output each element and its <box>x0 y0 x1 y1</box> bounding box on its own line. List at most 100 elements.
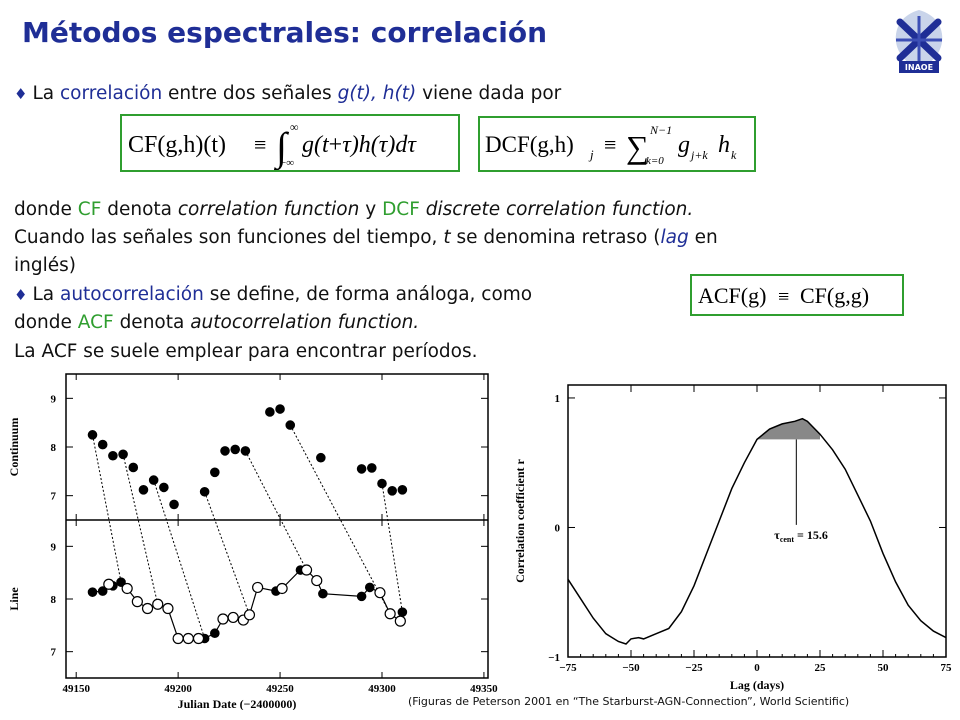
line-point-filled <box>364 582 375 593</box>
figure-caption: (Figuras de Peterson 2001 en “The Starbu… <box>408 695 850 708</box>
continuum-point-filled <box>285 420 296 430</box>
continuum-point-filled <box>118 449 128 460</box>
term-cf: CF <box>77 199 102 220</box>
ccf-x-tick-label: 0 <box>754 662 760 674</box>
line-point-open <box>217 613 229 625</box>
ccf-peak-shade <box>757 418 820 440</box>
continuum-point-filled <box>148 475 159 485</box>
ccf-x-tick-label: 50 <box>878 662 890 674</box>
svg-text:≡: ≡ <box>778 286 789 308</box>
acf-equation: ACF(g) ≡ CF(g,g) <box>698 283 869 308</box>
line-point-filled <box>356 591 367 602</box>
line-point-filled <box>210 628 220 639</box>
lc-y-tick-label: 9 <box>51 393 57 405</box>
lag-dotted-line <box>153 479 206 639</box>
continuum-point-filled <box>159 482 169 493</box>
lag-dotted-line <box>92 434 122 583</box>
line-point-open <box>141 602 154 615</box>
inaoe-logo: INAOE <box>895 10 943 73</box>
term-lag: lag <box>660 227 689 248</box>
lag-dotted-line <box>122 454 159 605</box>
line-point-open <box>311 574 323 587</box>
cf-definition-line: donde CF denota correlation function y D… <box>14 199 694 220</box>
ccf-chart: −75 −50 −25 0 25 50 75 Lag (days) −1 0 1 Correlatio… <box>513 384 953 692</box>
continuum-point-filled <box>356 464 367 474</box>
term-dcf: DCF <box>382 199 420 220</box>
svg-text:CF(g,g): CF(g,g) <box>800 283 869 308</box>
continuum-point-filled <box>240 446 251 456</box>
svg-text:≡: ≡ <box>604 132 616 157</box>
continuum-point-filled <box>199 486 210 497</box>
lc-y-tick-label: 8 <box>51 594 57 606</box>
line-point-open <box>192 632 205 645</box>
continuum-point-filled <box>87 430 98 440</box>
line-point-filled <box>116 577 126 587</box>
ingles-line: inglés) <box>14 255 76 276</box>
centroid-label: τcent = 15.6 <box>774 528 828 544</box>
ccf-curve-line <box>567 417 947 645</box>
line-point-filled <box>318 588 328 599</box>
line-point-open <box>121 582 133 595</box>
line-point-open <box>152 598 164 610</box>
svg-text:DCF(g,h): DCF(g,h) <box>485 132 574 157</box>
line-point-filled <box>87 587 98 597</box>
bullet-diamond-icon: ♦ <box>14 85 28 103</box>
svg-text:k: k <box>731 148 737 162</box>
line-point-open <box>172 632 184 645</box>
svg-text:−∞: −∞ <box>280 157 294 169</box>
term-acf: ACF <box>77 312 114 333</box>
line-point-open <box>252 581 264 594</box>
lag-dotted-line <box>289 424 391 614</box>
lc-plot-frame <box>65 373 489 679</box>
cf-equation: CF(g,h)(t) ≡ ∫ ∞ −∞ g(t+τ)h(τ)dτ <box>128 120 417 170</box>
periods-line: La ACF se suele emplear para encontrar p… <box>14 341 478 362</box>
ccf-x-tick-label: −75 <box>559 662 577 674</box>
dcf-equation-box: DCF(g,h) j ≡ ∑ N−1 k=0 g j+k h k <box>478 116 756 172</box>
line-point-open <box>227 611 239 624</box>
ccf-y-axis-label: Correlation coefficient r <box>513 458 527 582</box>
continuum-point-filled <box>275 404 285 414</box>
ccf-y-tick-label: 1 <box>555 393 561 405</box>
continuum-point-filled <box>210 467 220 478</box>
continuum-point-filled <box>366 463 377 473</box>
svg-text:g: g <box>678 132 690 158</box>
svg-text:ACF(g): ACF(g) <box>698 283 766 308</box>
line-point-open <box>384 608 396 620</box>
cf-equation-box: CF(g,h)(t) ≡ ∫ ∞ −∞ g(t+τ)h(τ)dτ <box>120 114 460 172</box>
lc-y-tick-label: 8 <box>51 442 57 454</box>
continuum-point-filled <box>316 452 326 463</box>
continuum-point-filled <box>169 499 179 510</box>
continuum-point-filled <box>108 450 118 461</box>
line-point-open <box>374 587 386 599</box>
svg-text:∞: ∞ <box>290 120 299 134</box>
svg-text:h: h <box>718 132 730 158</box>
ccf-x-axis-label: Lag (days) <box>730 678 784 692</box>
ccf-x-tick-label: −25 <box>685 662 703 674</box>
lc-y-tick-label: 7 <box>51 647 57 659</box>
line-point-open <box>394 615 406 627</box>
continuum-point-filled <box>128 462 139 473</box>
line-point-open <box>182 632 194 645</box>
acf-equation-box: ACF(g) ≡ CF(g,g) <box>690 274 904 316</box>
svg-text:j: j <box>588 147 594 162</box>
page-title: Métodos espectrales: correlación <box>22 16 548 49</box>
lc-x-axis-label: Julian Date (−2400000) <box>178 697 297 710</box>
lc-y-axis-label: Line <box>7 587 21 611</box>
lc-x-tick-label: 49350 <box>470 683 498 695</box>
svg-text:∑: ∑ <box>626 129 649 165</box>
continuum-point-filled <box>230 444 241 455</box>
lag-line: Cuando las señales son funciones del tie… <box>14 227 718 248</box>
logo-text: INAOE <box>905 63 933 72</box>
lc-y-tick-label: 9 <box>51 541 57 553</box>
continuum-point-filled <box>387 486 397 496</box>
intro-line: ♦ La correlación entre dos señales g(t), … <box>14 83 562 104</box>
lag-dotted-line <box>204 491 250 615</box>
line-point-filled <box>97 586 108 596</box>
svg-text:g(t+τ)h(τ)dτ: g(t+τ)h(τ)dτ <box>302 132 417 158</box>
lc-x-tick-label: 49300 <box>368 683 396 695</box>
line-point-open <box>162 602 174 615</box>
ccf-y-tick-label: −1 <box>548 652 560 664</box>
continuum-point-filled <box>97 439 108 450</box>
ccf-x-tick-label: 75 <box>941 662 953 674</box>
lc-x-tick-label: 49250 <box>266 683 294 695</box>
